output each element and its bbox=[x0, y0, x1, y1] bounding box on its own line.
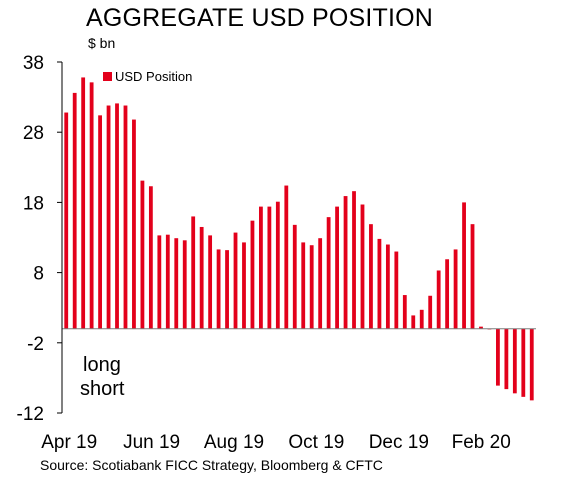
legend-label: USD Position bbox=[115, 69, 192, 84]
bar bbox=[292, 224, 297, 329]
bar bbox=[453, 249, 458, 329]
bar bbox=[208, 235, 213, 329]
bar bbox=[250, 220, 255, 329]
x-tick-label: Dec 19 bbox=[369, 432, 429, 453]
bar bbox=[89, 82, 94, 329]
bar bbox=[496, 328, 500, 386]
bar bbox=[335, 206, 339, 329]
bar bbox=[529, 328, 534, 401]
bar bbox=[521, 328, 526, 397]
bar bbox=[445, 259, 450, 329]
bar bbox=[419, 309, 424, 329]
legend-swatch bbox=[103, 72, 112, 81]
bar bbox=[470, 224, 475, 329]
bar bbox=[360, 204, 365, 329]
y-tick-label: -12 bbox=[17, 404, 44, 425]
bar bbox=[259, 206, 263, 329]
source-note: Source: Scotiabank FICC Strategy, Bloomb… bbox=[40, 457, 383, 473]
bar bbox=[98, 115, 102, 329]
bar bbox=[140, 180, 145, 329]
x-tick-label: Aug 19 bbox=[204, 432, 264, 453]
bar bbox=[132, 119, 136, 329]
bar bbox=[148, 186, 153, 329]
bar bbox=[318, 238, 323, 329]
bar bbox=[352, 191, 356, 329]
bar bbox=[225, 250, 229, 329]
bar bbox=[199, 226, 204, 329]
annotation-short: short bbox=[80, 378, 125, 400]
y-tick-label: 8 bbox=[33, 264, 44, 285]
bar bbox=[343, 196, 348, 329]
y-tick-label: -2 bbox=[27, 334, 44, 355]
bar bbox=[385, 244, 390, 329]
bar bbox=[182, 240, 187, 329]
bar bbox=[504, 328, 509, 390]
y-tick-label: 28 bbox=[23, 123, 44, 144]
y-tick-label: 38 bbox=[23, 53, 44, 74]
legend: USD Position bbox=[103, 69, 192, 84]
y-axis-unit: $ bn bbox=[88, 35, 116, 51]
x-tick-label: Feb 20 bbox=[452, 432, 511, 453]
x-tick-label: Oct 19 bbox=[288, 432, 344, 453]
bar bbox=[115, 103, 119, 329]
bar bbox=[157, 235, 162, 329]
bar bbox=[462, 202, 466, 329]
bar bbox=[369, 224, 373, 329]
bar bbox=[309, 245, 314, 329]
bar bbox=[428, 295, 433, 329]
bar bbox=[512, 328, 517, 394]
x-tick-label: Jun 19 bbox=[123, 432, 180, 453]
bar bbox=[242, 242, 246, 329]
bar bbox=[411, 315, 416, 329]
bar bbox=[275, 201, 280, 329]
bar bbox=[72, 92, 77, 329]
bar bbox=[479, 326, 483, 329]
bar bbox=[191, 216, 196, 329]
bar bbox=[284, 185, 289, 329]
annotation-long: long bbox=[83, 354, 121, 376]
bar bbox=[326, 217, 331, 329]
y-tick-label: 18 bbox=[23, 193, 44, 214]
bar bbox=[377, 238, 382, 329]
chart-title: AGGREGATE USD POSITION bbox=[86, 4, 434, 32]
bar bbox=[106, 105, 111, 329]
bar bbox=[165, 234, 170, 329]
bar bbox=[216, 249, 221, 329]
bar bbox=[123, 105, 128, 329]
bar bbox=[436, 270, 441, 329]
bar bbox=[64, 112, 69, 329]
bar bbox=[402, 295, 407, 329]
bar bbox=[301, 242, 306, 329]
bar bbox=[394, 251, 399, 329]
bar bbox=[233, 232, 238, 329]
x-tick-label: Apr 19 bbox=[41, 432, 97, 453]
bar bbox=[267, 206, 272, 329]
bar bbox=[174, 238, 179, 329]
bar bbox=[81, 77, 86, 329]
